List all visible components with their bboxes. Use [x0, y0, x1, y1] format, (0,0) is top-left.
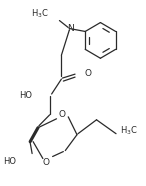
Text: N: N [67, 24, 74, 33]
Text: HO: HO [4, 157, 16, 166]
Text: O: O [59, 110, 66, 119]
Text: H$_3$C: H$_3$C [120, 124, 138, 137]
Text: H$_3$C: H$_3$C [31, 7, 49, 20]
Text: HO: HO [19, 92, 32, 100]
Text: O: O [42, 158, 49, 167]
Text: O: O [85, 69, 92, 78]
